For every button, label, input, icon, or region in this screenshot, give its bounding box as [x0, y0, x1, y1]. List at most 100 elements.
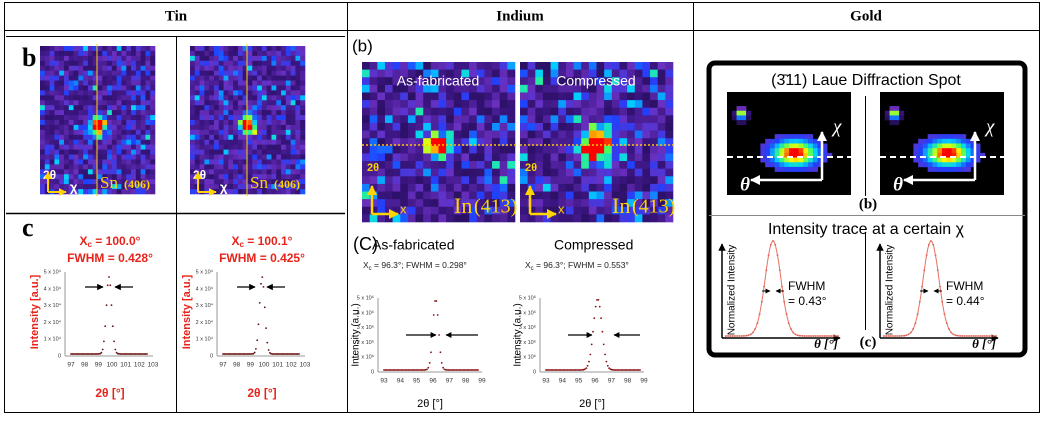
- pixel: [252, 76, 257, 81]
- pixel: [88, 145, 93, 150]
- pixel: [190, 184, 195, 189]
- pixel: [276, 115, 281, 120]
- pixel: [423, 146, 431, 154]
- pixel: [362, 214, 370, 222]
- pixel: [45, 46, 50, 51]
- pixel: [295, 61, 300, 66]
- pixel: [141, 95, 146, 100]
- pixel: [300, 61, 305, 66]
- pixel: [248, 164, 253, 169]
- pixel: [281, 150, 286, 155]
- pixel: [803, 148, 808, 153]
- pixel: [484, 70, 492, 78]
- pixel: [50, 95, 55, 100]
- pixel: [799, 158, 804, 163]
- pixel: [233, 81, 238, 86]
- pixel: [393, 146, 401, 154]
- trace-point: [426, 369, 428, 371]
- pixel: [813, 158, 818, 163]
- pixel: [286, 71, 291, 76]
- pixel: [69, 51, 74, 56]
- pixel: [937, 144, 942, 149]
- pixel: [59, 115, 64, 120]
- pixel: [923, 148, 928, 153]
- pixel: [121, 159, 126, 164]
- pixel: [770, 148, 775, 153]
- pixel: [604, 123, 612, 131]
- pixel: [50, 115, 55, 120]
- pixel: [589, 108, 597, 116]
- pixel: [291, 140, 296, 145]
- pixel: [385, 108, 393, 116]
- pixel: [281, 56, 286, 61]
- pixel: [377, 123, 385, 131]
- pixel: [416, 214, 424, 222]
- pixel: [88, 125, 93, 130]
- pixel: [78, 110, 83, 115]
- trace-point: [258, 323, 260, 325]
- pixel: [117, 164, 122, 169]
- pixel: [507, 153, 515, 161]
- pixel: [507, 92, 515, 100]
- pixel: [746, 115, 751, 120]
- pixel: [535, 184, 543, 192]
- pixel: [894, 106, 899, 111]
- pixel: [74, 110, 79, 115]
- pixel: [112, 76, 117, 81]
- pixel: [83, 169, 88, 174]
- pixel: [477, 161, 485, 169]
- pixel: [228, 164, 233, 169]
- pixel: [650, 62, 658, 70]
- pixel: [64, 179, 69, 184]
- pixel: [271, 100, 276, 105]
- pixel: [78, 56, 83, 61]
- pixel: [423, 62, 431, 70]
- pixel: [454, 161, 462, 169]
- pixel: [233, 164, 238, 169]
- pixel: [589, 176, 597, 184]
- x-tick-label: 102: [134, 362, 145, 369]
- pixel: [937, 139, 942, 144]
- pixel: [500, 123, 508, 131]
- pixel: [551, 161, 559, 169]
- pixel: [262, 164, 267, 169]
- pixel: [238, 164, 243, 169]
- pixel: [551, 131, 559, 139]
- pixel: [416, 131, 424, 139]
- trace-point: [430, 351, 432, 353]
- pixel: [150, 140, 155, 145]
- pixel: [195, 85, 200, 90]
- pixel: [439, 199, 447, 207]
- pixel: [423, 100, 431, 108]
- pixel: [439, 115, 447, 123]
- pixel: [64, 174, 69, 179]
- pixel: [286, 51, 291, 56]
- pixel: [150, 110, 155, 115]
- pixel: [102, 71, 107, 76]
- pixel: [74, 115, 79, 120]
- y-tick-label: 2 x 10⁴: [196, 319, 214, 326]
- pixel: [393, 92, 401, 100]
- pixel: [219, 135, 224, 140]
- axis-label: χ: [831, 116, 842, 137]
- pixel: [54, 61, 59, 66]
- pixel: [942, 162, 947, 167]
- pixel: [558, 92, 566, 100]
- pixel: [98, 164, 103, 169]
- pixel: [408, 184, 416, 192]
- pixel: [228, 115, 233, 120]
- pixel: [408, 153, 416, 161]
- pixel: [765, 148, 770, 153]
- pixel: [45, 85, 50, 90]
- pixel: [642, 62, 650, 70]
- pixel: [233, 105, 238, 110]
- pixel: [78, 174, 83, 179]
- pixel: [59, 95, 64, 100]
- pixel: [238, 184, 243, 189]
- pixel: [107, 155, 112, 160]
- pixel: [50, 130, 55, 135]
- pixel: [281, 61, 286, 66]
- pixel: [956, 158, 961, 163]
- pixel: [267, 46, 272, 51]
- pixel: [69, 85, 74, 90]
